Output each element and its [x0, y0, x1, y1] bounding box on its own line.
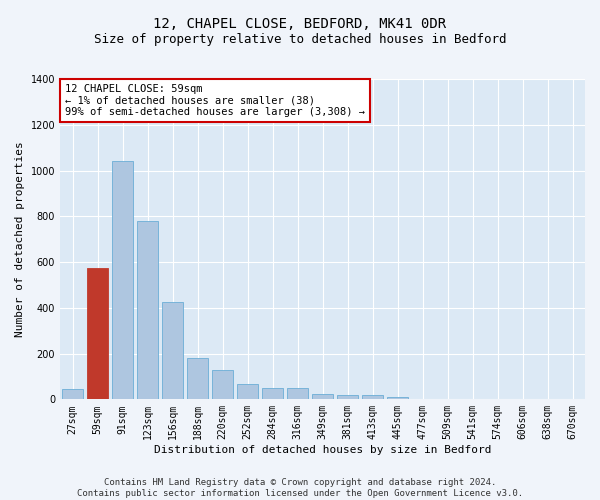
- Bar: [312, 394, 333, 400]
- Text: Contains HM Land Registry data © Crown copyright and database right 2024.
Contai: Contains HM Land Registry data © Crown c…: [77, 478, 523, 498]
- Bar: [187, 358, 208, 400]
- Bar: [112, 162, 133, 400]
- Bar: [337, 395, 358, 400]
- Bar: [412, 398, 433, 400]
- Text: 12, CHAPEL CLOSE, BEDFORD, MK41 0DR: 12, CHAPEL CLOSE, BEDFORD, MK41 0DR: [154, 18, 446, 32]
- Bar: [362, 395, 383, 400]
- Bar: [162, 302, 183, 400]
- Bar: [62, 389, 83, 400]
- Bar: [387, 396, 408, 400]
- Bar: [237, 384, 258, 400]
- Bar: [137, 221, 158, 400]
- Bar: [212, 370, 233, 400]
- Y-axis label: Number of detached properties: Number of detached properties: [15, 142, 25, 337]
- Text: 12 CHAPEL CLOSE: 59sqm
← 1% of detached houses are smaller (38)
99% of semi-deta: 12 CHAPEL CLOSE: 59sqm ← 1% of detached …: [65, 84, 365, 117]
- Bar: [87, 268, 108, 400]
- Bar: [262, 388, 283, 400]
- Text: Size of property relative to detached houses in Bedford: Size of property relative to detached ho…: [94, 32, 506, 46]
- X-axis label: Distribution of detached houses by size in Bedford: Distribution of detached houses by size …: [154, 445, 491, 455]
- Bar: [287, 388, 308, 400]
